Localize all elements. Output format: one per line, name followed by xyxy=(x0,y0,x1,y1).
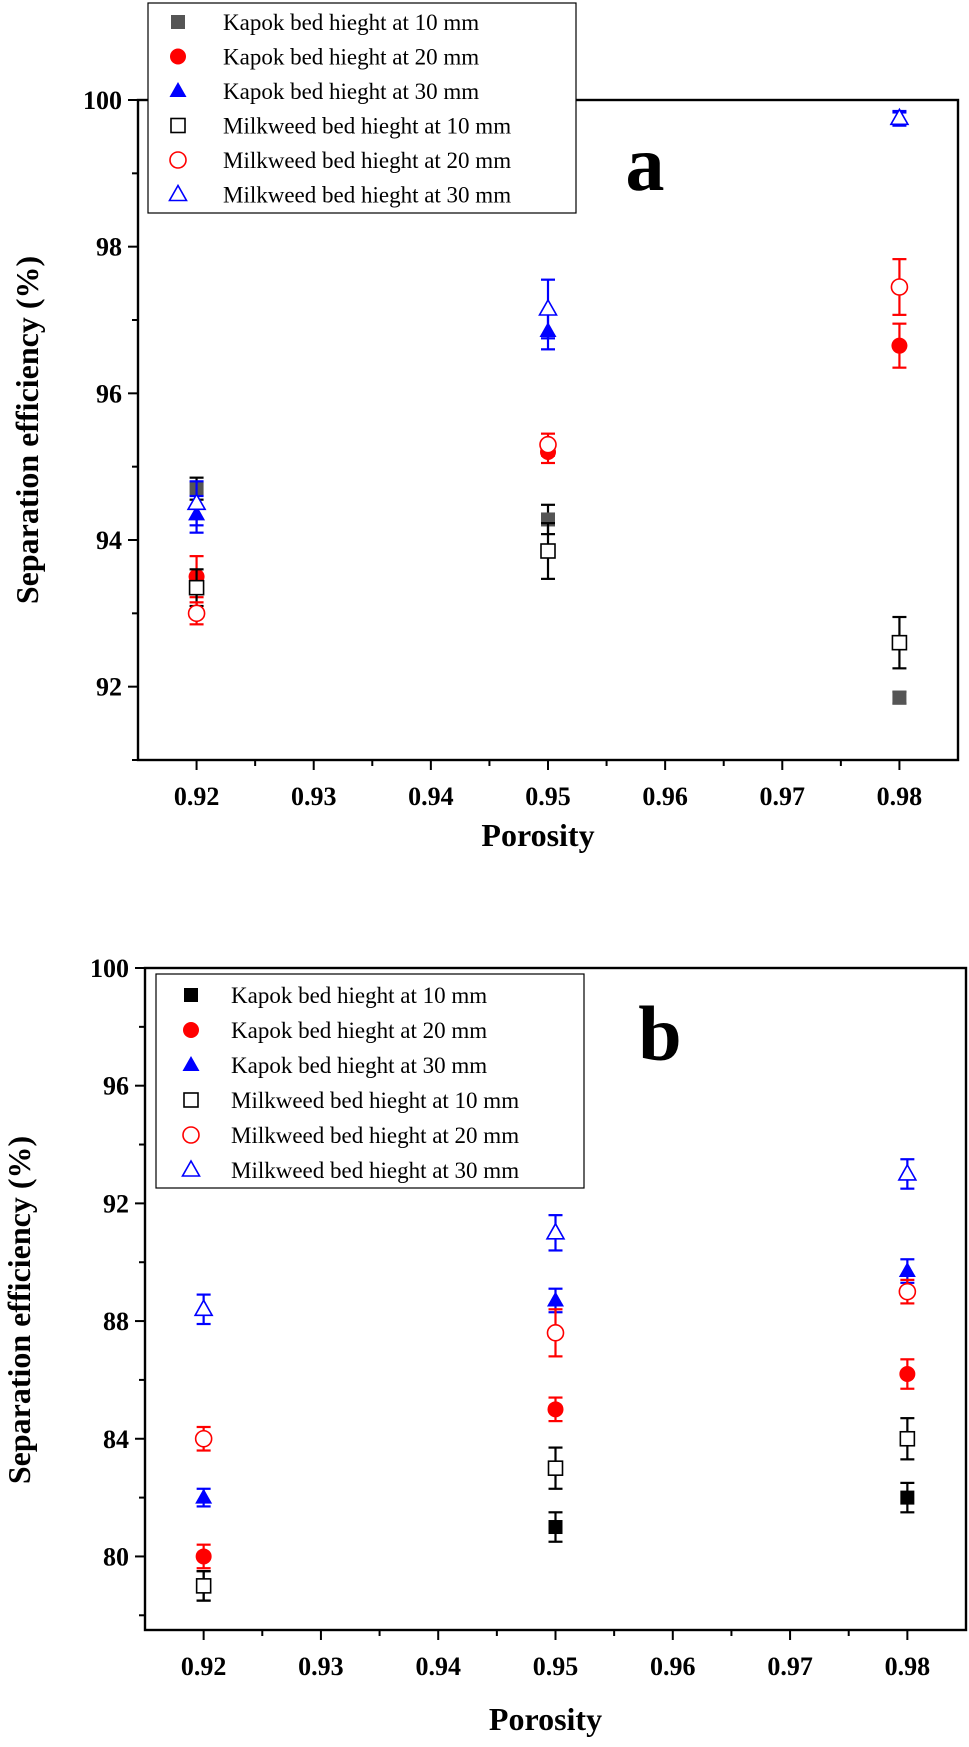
y-tick-label: 96 xyxy=(103,1072,129,1101)
x-tick-label: 0.94 xyxy=(415,1652,461,1681)
series-5 xyxy=(186,107,910,527)
legend-marker xyxy=(182,1126,200,1144)
data-point xyxy=(547,1401,564,1418)
data-point xyxy=(898,1282,917,1301)
legend-marker xyxy=(169,82,187,97)
data-point xyxy=(892,690,907,705)
legend-marker xyxy=(171,15,185,29)
y-tick-label: 92 xyxy=(103,1189,129,1218)
x-tick-label: 0.96 xyxy=(642,782,688,811)
legend-label: Milkweed bed hieght at 10 mm xyxy=(223,114,511,139)
data-point xyxy=(195,1548,212,1565)
series-1 xyxy=(195,1358,916,1570)
data-point xyxy=(548,1520,563,1535)
legend-marker xyxy=(184,988,198,1002)
data-point xyxy=(899,1366,916,1383)
y-tick-label: 98 xyxy=(96,233,122,262)
data-point xyxy=(194,1429,213,1448)
x-axis-title: Porosity xyxy=(481,817,594,853)
panel-b: 0.92 0.93 0.94 0.95 0.96 0.97 0.98 80 84 88 92 96 10… xyxy=(1,954,968,1737)
data-point xyxy=(193,1298,214,1317)
data-point xyxy=(897,1163,918,1181)
legend-marker xyxy=(168,183,188,202)
y-tick-label: 100 xyxy=(90,954,129,983)
data-point xyxy=(195,1578,212,1594)
legend-label: Milkweed bed hieght at 30 mm xyxy=(231,1158,519,1183)
data-point xyxy=(899,1430,916,1447)
y-tick-label: 100 xyxy=(83,86,122,115)
legend-box xyxy=(147,2,577,214)
data-point xyxy=(547,1460,564,1476)
data-point xyxy=(538,298,558,316)
y-tick-label: 96 xyxy=(96,379,122,408)
y-tick-label: 94 xyxy=(96,526,122,555)
data-point xyxy=(539,435,557,454)
series-4 xyxy=(194,1278,917,1452)
x-tick-label: 0.92 xyxy=(174,782,220,811)
series-4 xyxy=(187,258,909,626)
legend-marker xyxy=(183,1022,199,1038)
legend-box xyxy=(155,973,585,1189)
legend-marker xyxy=(182,1056,200,1071)
x-tick-label: 0.95 xyxy=(525,782,571,811)
data-point xyxy=(547,1291,564,1307)
data-point xyxy=(187,604,206,623)
data-point xyxy=(540,543,556,559)
legend-label: Kapok bed hieght at 10 mm xyxy=(231,983,487,1008)
legend-label: Milkweed bed hieght at 20 mm xyxy=(231,1123,519,1148)
y-axis-title: Separation efficiency (%) xyxy=(9,256,45,604)
data-point xyxy=(545,1222,566,1240)
legend: Kapok bed hieght at 10 mm Kapok bed hiegh… xyxy=(155,973,585,1189)
data-point xyxy=(186,492,207,511)
series-0 xyxy=(196,1481,915,1602)
x-tick-label: 0.93 xyxy=(291,782,337,811)
series-3 xyxy=(195,1417,916,1602)
x-tick-label: 0.92 xyxy=(181,1652,227,1681)
legend-label: Milkweed bed hieght at 30 mm xyxy=(223,183,511,208)
panel-label: a xyxy=(626,120,665,207)
x-tick-label: 0.98 xyxy=(877,782,923,811)
series-0 xyxy=(189,476,907,705)
panel-a: 0.92 0.93 0.94 0.95 0.96 0.97 0.98 92 94 96 98 100 P… xyxy=(9,2,960,853)
x-tick-label: 0.95 xyxy=(533,1652,579,1681)
x-tick-label: 0.98 xyxy=(885,1652,931,1681)
legend-label: Kapok bed hieght at 30 mm xyxy=(223,79,479,104)
data-point xyxy=(890,278,909,296)
legend-label: Kapok bed hieght at 10 mm xyxy=(223,10,479,35)
x-tick-label: 0.97 xyxy=(767,1652,813,1681)
legend: Kapok bed hieght at 10 mm Kapok bed hiegh… xyxy=(147,2,577,214)
legend-label: Kapok bed hieght at 30 mm xyxy=(231,1053,487,1078)
legend-label: Milkweed bed hieght at 10 mm xyxy=(231,1088,519,1113)
x-tick-label: 0.97 xyxy=(760,782,806,811)
data-point xyxy=(891,634,908,651)
data-point xyxy=(546,1324,565,1342)
y-tick-label: 84 xyxy=(103,1425,129,1454)
y-tick-label: 80 xyxy=(103,1542,129,1571)
x-tick-label: 0.94 xyxy=(408,782,454,811)
data-point xyxy=(898,1262,916,1278)
legend-marker xyxy=(169,151,187,169)
panel-label: b xyxy=(638,990,681,1077)
series-5 xyxy=(193,1158,918,1326)
legend-label: Kapok bed hieght at 20 mm xyxy=(223,45,479,70)
legend-marker xyxy=(170,117,186,134)
x-tick-label: 0.96 xyxy=(650,1652,696,1681)
data-point xyxy=(195,1488,213,1504)
data-point xyxy=(900,1490,915,1505)
x-axis-title: Porosity xyxy=(489,1701,602,1737)
data-point xyxy=(891,337,908,354)
x-tick-label: 0.93 xyxy=(298,1652,344,1681)
legend-marker xyxy=(181,1159,201,1177)
data-point xyxy=(889,107,910,126)
legend-marker xyxy=(183,1092,199,1108)
series-3 xyxy=(188,522,908,670)
legend-marker xyxy=(170,48,186,65)
y-tick-label: 88 xyxy=(103,1307,129,1336)
y-axis-title: Separation efficiency (%) xyxy=(1,1136,37,1484)
legend-label: Milkweed bed hieght at 20 mm xyxy=(223,148,511,173)
y-tick-label: 92 xyxy=(96,673,122,702)
data-point xyxy=(188,579,205,596)
legend-label: Kapok bed hieght at 20 mm xyxy=(231,1018,487,1043)
